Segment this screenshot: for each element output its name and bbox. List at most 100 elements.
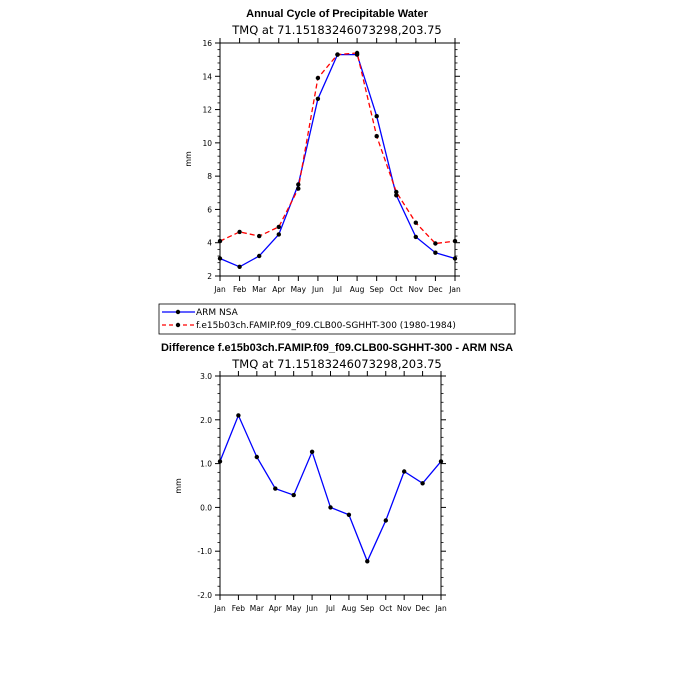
bottom-xtick-label: Aug [342, 604, 357, 613]
bottom-y-axis: -2.0 -1.0 0.0 1.0 2.0 3.0 [197, 372, 446, 600]
bottom-xtick-label: Sep [360, 604, 374, 613]
bottom-ytick-label: 0.0 [200, 503, 212, 512]
top-xtick-label: Sep [370, 285, 384, 294]
top-series-1-point [217, 238, 223, 244]
top-series-0-point [276, 232, 281, 237]
top-xtick-label: Jun [311, 285, 324, 294]
top-xtick-label: Feb [233, 285, 247, 294]
top-xtick-label: Nov [409, 285, 424, 294]
top-series-1-point [296, 186, 301, 191]
bottom-chart-ylabel: mm [174, 478, 183, 494]
top-chart-subtitle: TMQ at 71.15183246073298,203.75 [231, 23, 441, 37]
top-series-0-point [296, 182, 301, 187]
top-series-0-point [413, 234, 418, 240]
top-series-1-point [374, 134, 379, 139]
top-xtick-label: Jan [448, 285, 461, 294]
legend-marker-arm-nsa [175, 309, 181, 315]
top-series-1-point [276, 224, 281, 230]
top-plot-frame [219, 42, 456, 277]
bottom-chart-title: Difference f.e15b03ch.FAMIP.f09_f09.CLB0… [161, 342, 513, 354]
top-series-0-point [257, 253, 262, 259]
top-xtick-label: Jul [332, 285, 342, 294]
top-series-1-point [257, 233, 262, 239]
bottom-series-0-point [309, 449, 315, 454]
top-chart-title: Annual Cycle of Precipitable Water [246, 8, 428, 20]
legend-box [158, 303, 516, 335]
top-series-0-point [217, 256, 223, 261]
bottom-chart-subtitle: TMQ at 71.15183246073298,203.75 [231, 357, 441, 371]
bottom-x-axis: Jan Feb Mar Apr May Jun Jul Aug Sep Oct Nov Dec Jan [213, 371, 447, 613]
bottom-xtick-label: Feb [232, 604, 246, 613]
top-series-1-point [237, 229, 242, 235]
bottom-xtick-label: Oct [379, 604, 392, 613]
top-series-1-point [315, 75, 321, 81]
top-series-1-point [394, 189, 399, 195]
top-ytick-label: 2 [207, 272, 212, 281]
top-chart-ylabel: mm [184, 151, 193, 167]
bottom-series-0-point [346, 512, 352, 517]
bottom-series-0-point [365, 559, 370, 564]
top-series-group [217, 50, 458, 269]
bottom-series-0-point [438, 459, 444, 464]
bottom-series-0-point [254, 454, 259, 460]
bottom-xtick-label: Mar [250, 604, 265, 613]
bottom-chart: Difference f.e15b03ch.FAMIP.f09_f09.CLB0… [161, 342, 513, 613]
top-series-0-point [315, 96, 321, 102]
top-ytick-label: 12 [202, 106, 212, 115]
bottom-series-0-point [291, 492, 296, 498]
bottom-ytick-label: -2.0 [197, 591, 212, 600]
bottom-xtick-label: Jan [434, 604, 447, 613]
top-series-1-point [413, 220, 418, 225]
legend-item-arm-nsa: ARM NSA [162, 308, 239, 318]
bottom-series-0-point [328, 505, 333, 510]
bottom-series-0-point [217, 459, 223, 464]
bottom-series-0-point [236, 413, 241, 418]
top-xtick-label: Oct [390, 285, 403, 294]
bottom-xtick-label: Jul [325, 604, 335, 613]
top-x-axis: Jan Feb Mar Apr May Jun Jul Aug Sep Oct Nov Dec Jan [213, 38, 461, 294]
top-series-1-point [433, 241, 438, 246]
top-ytick-label: 16 [202, 39, 212, 48]
bottom-series-0-point [273, 486, 278, 491]
top-xtick-label: Apr [272, 285, 286, 294]
top-series-0-point [394, 193, 399, 198]
legend-item-model: f.e15b03ch.FAMIP.f09_f09.CLB00-SGHHT-300… [162, 321, 456, 331]
bottom-xtick-label: Nov [397, 604, 412, 613]
top-xtick-label: May [291, 285, 307, 294]
bottom-xtick-label: Jun [305, 604, 318, 613]
bottom-ytick-label: 1.0 [200, 460, 212, 469]
top-chart: Annual Cycle of Precipitable Water TMQ a… [184, 8, 461, 294]
top-ytick-label: 4 [207, 239, 212, 248]
bottom-ytick-label: 3.0 [200, 372, 212, 381]
bottom-xtick-label: Apr [269, 604, 283, 613]
legend-label-model: f.e15b03ch.FAMIP.f09_f09.CLB00-SGHHT-300… [196, 321, 456, 331]
top-series-line-1 [219, 52, 456, 245]
legend-label-arm-nsa: ARM NSA [196, 308, 239, 318]
top-xtick-label: Mar [252, 285, 267, 294]
bottom-xtick-label: Jan [213, 604, 226, 613]
legend-marker-model [175, 322, 181, 328]
top-ytick-label: 6 [207, 205, 212, 214]
top-ytick-label: 10 [202, 139, 212, 148]
bottom-xtick-label: May [286, 604, 302, 613]
top-y-axis: 2 4 6 8 10 12 14 16 [202, 39, 460, 281]
top-xtick-label: Aug [350, 285, 365, 294]
top-series-1-point [354, 50, 360, 56]
top-ytick-label: 8 [207, 172, 212, 181]
bottom-series-0-point [420, 481, 425, 486]
bottom-ytick-label: -1.0 [197, 547, 212, 556]
top-series-1-point [335, 52, 340, 57]
top-series-line-0 [219, 53, 456, 268]
top-series-1-point [452, 238, 458, 244]
bottom-series-line-0 [219, 413, 442, 563]
bottom-xtick-label: Dec [415, 604, 430, 613]
bottom-series-0-point [383, 518, 388, 523]
top-ytick-label: 14 [202, 72, 212, 81]
top-series-0-point [452, 256, 458, 261]
top-series-0-point [374, 114, 379, 119]
legend: ARM NSA f.e15b03ch.FAMIP.f09_f09.CLB00-S… [158, 303, 516, 335]
top-xtick-label: Dec [428, 285, 443, 294]
bottom-series-0-point [402, 469, 407, 474]
top-series-0-point [433, 250, 438, 255]
